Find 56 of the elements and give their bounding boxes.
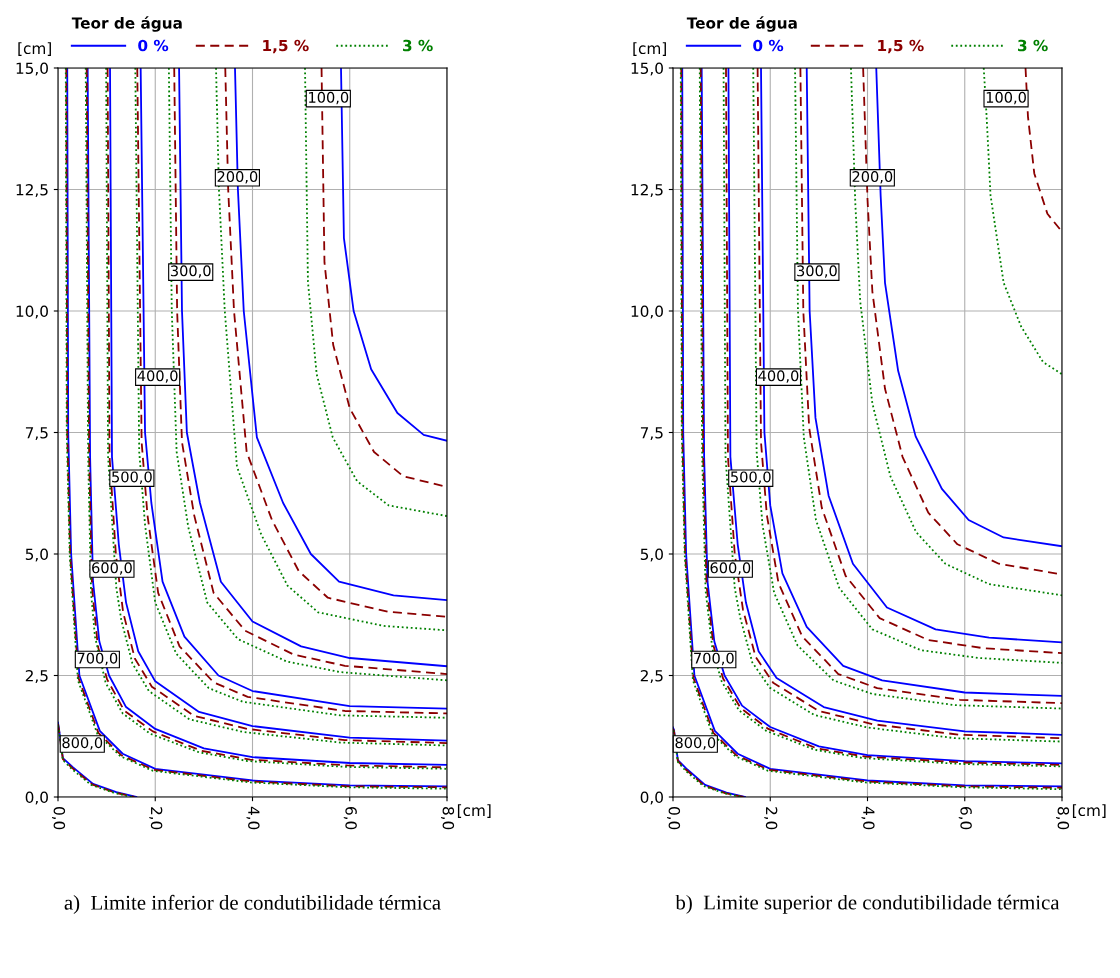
annotation: 300,0 <box>170 265 211 278</box>
legend-title: Teor de água <box>686 16 797 32</box>
x-tick-label: 6,0 <box>958 807 972 830</box>
annotation: 600,0 <box>710 562 751 575</box>
y-tick-label: 15,0 <box>16 62 48 76</box>
x-tick-label: 2,0 <box>149 807 163 830</box>
x-axis-title: [cm] <box>457 804 491 818</box>
y-tick-label: 0,0 <box>25 791 48 805</box>
annotation: 400,0 <box>137 370 178 383</box>
y-tick-label: 12,5 <box>631 183 663 198</box>
annotation: 700,0 <box>694 652 734 666</box>
x-tick-label: 8,0 <box>441 807 455 830</box>
legend-title: Teor de água <box>71 16 182 32</box>
annotation: 800,0 <box>675 737 716 750</box>
y-tick-label: 7,5 <box>25 427 48 441</box>
legend-label: 0 % <box>138 39 169 52</box>
x-tick-label: 4,0 <box>861 806 875 830</box>
text: b) Limite superior de condutibilidade térmica <box>675 894 1060 914</box>
y-tick-label: 2,5 <box>25 669 48 684</box>
annotation: 400,0 <box>758 370 799 383</box>
line-series <box>982 68 1062 376</box>
x-tick-label: 0,0 <box>52 807 66 830</box>
annotation: 100,0 <box>309 91 349 105</box>
x-tick-label: 6,0 <box>343 807 357 830</box>
y-axis-title: [cm] <box>633 42 666 56</box>
line-series <box>304 68 447 517</box>
legend-label: 3 % <box>1018 39 1048 52</box>
x-tick-label: 0,0 <box>667 807 681 830</box>
annotation: 800,0 <box>62 737 103 750</box>
annotation: 600,0 <box>92 562 132 575</box>
legend-label: 1,5 % <box>263 39 309 54</box>
annotation: 500,0 <box>112 471 152 484</box>
y-tick-label: 10,0 <box>631 305 663 319</box>
y-tick-label: 12,5 <box>16 183 48 198</box>
annotation: 300,0 <box>797 265 837 278</box>
legend-label: 0 % <box>753 39 784 52</box>
annotation: 700,0 <box>77 652 118 666</box>
y-tick-label: 5,0 <box>25 548 48 562</box>
y-tick-label: 5,0 <box>640 548 663 562</box>
y-tick-label: 2,5 <box>640 669 663 684</box>
annotation: 200,0 <box>852 171 893 184</box>
annotation: 100,0 <box>986 91 1026 105</box>
y-axis-title: [cm] <box>18 42 51 56</box>
x-axis-title: [cm] <box>1072 804 1106 818</box>
annotation: 500,0 <box>731 471 771 484</box>
y-tick-label: 7,5 <box>640 427 663 441</box>
y-tick-label: 0,0 <box>640 791 663 805</box>
x-tick-label: 2,0 <box>764 807 778 830</box>
annotation: 200,0 <box>217 171 258 184</box>
y-tick-label: 10,0 <box>16 305 48 319</box>
x-tick-label: 4,0 <box>246 806 260 830</box>
y-tick-label: 15,0 <box>631 62 663 76</box>
x-tick-label: 8,0 <box>1056 807 1070 830</box>
legend-label: 1,5 % <box>878 39 924 54</box>
text: a) Limite inferior de condutibilidade térmica <box>64 894 441 914</box>
legend-label: 3 % <box>403 39 433 52</box>
